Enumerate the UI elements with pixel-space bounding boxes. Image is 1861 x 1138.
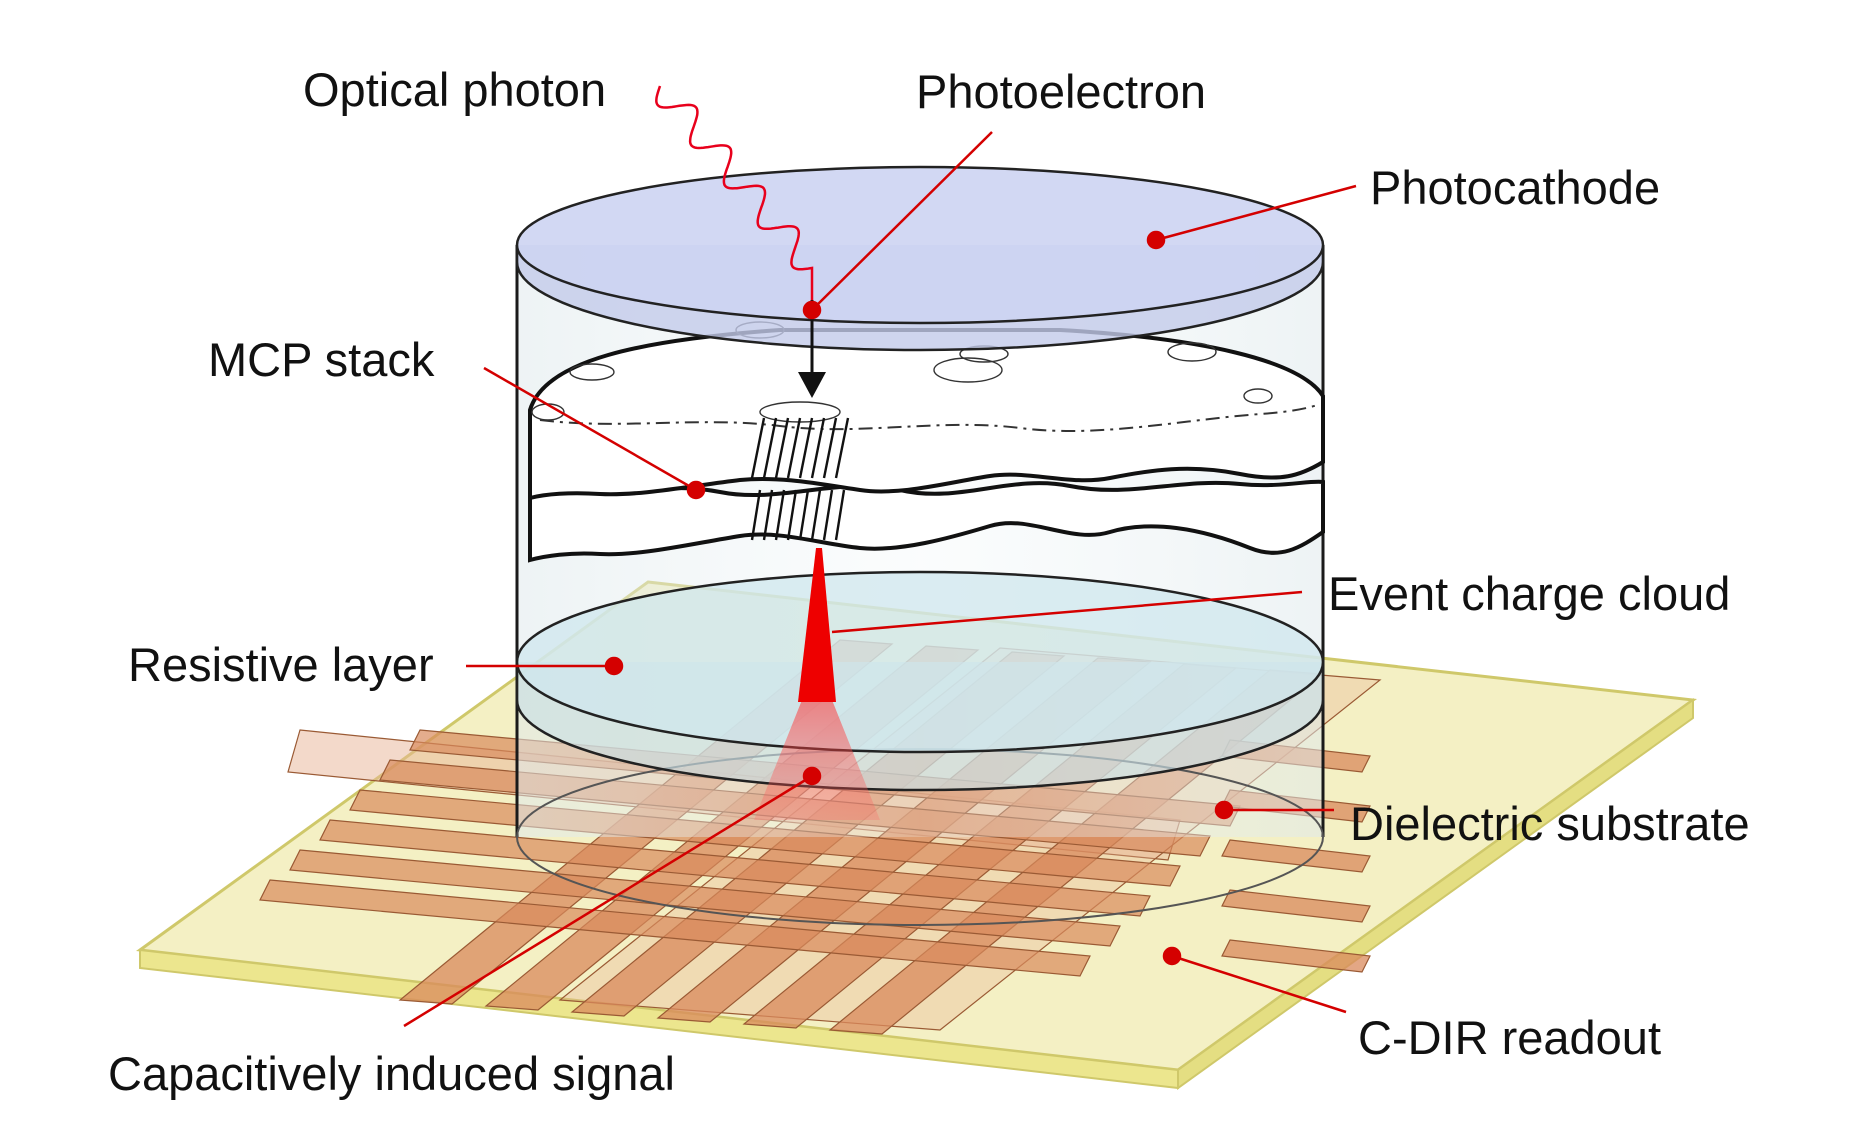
label-event-charge-cloud: Event charge cloud <box>1328 567 1730 620</box>
leader-event-charge-cloud <box>831 590 1303 634</box>
leader-lines <box>403 131 1357 1028</box>
label-capacitively-induced-signal: Capacitively induced signal <box>108 1047 675 1100</box>
resistive-layer <box>515 570 1325 792</box>
dot-resistive-layer <box>604 656 624 676</box>
optical-photon-wave <box>655 85 814 300</box>
readout-strip-y <box>259 879 1091 977</box>
leader-cdir-readout <box>1171 954 1347 1014</box>
mcp-channels <box>750 417 850 541</box>
mcp-pores <box>531 321 1273 423</box>
leader-photocathode <box>1155 184 1357 242</box>
leader-photoelectron <box>811 131 993 311</box>
readout-strip-y-stub <box>1221 839 1371 873</box>
dot-photocathode <box>1146 230 1166 250</box>
label-cdir-readout: C-DIR readout <box>1358 1011 1661 1064</box>
readout-strip-y-stub <box>1221 889 1371 923</box>
label-resistive-layer: Resistive layer <box>128 638 434 691</box>
leader-mcp-stack <box>483 366 697 492</box>
labels: Optical photon Photoelectron Photocathod… <box>108 63 1750 1100</box>
label-mcp-stack: MCP stack <box>208 333 435 386</box>
photocathode-disk <box>515 165 1325 352</box>
readout-strip-y <box>289 849 1121 947</box>
mcp-stack <box>528 321 1325 563</box>
dot-cdir-readout <box>1162 946 1182 966</box>
readout-strip-y <box>319 819 1151 917</box>
leader-capacitively-induced-signal <box>403 774 813 1028</box>
label-dielectric-substrate: Dielectric substrate <box>1350 797 1750 850</box>
label-optical-photon: Optical photon <box>303 63 606 116</box>
label-photoelectron: Photoelectron <box>916 65 1206 118</box>
dot-dielectric-substrate <box>1214 800 1234 820</box>
label-photocathode: Photocathode <box>1370 161 1660 214</box>
dot-mcp-stack <box>686 480 706 500</box>
dot-photoelectron <box>802 300 822 320</box>
event-charge-cloud <box>754 548 880 820</box>
readout-strip-y-stub <box>1221 939 1371 973</box>
dot-capacitively-induced-signal <box>802 766 822 786</box>
